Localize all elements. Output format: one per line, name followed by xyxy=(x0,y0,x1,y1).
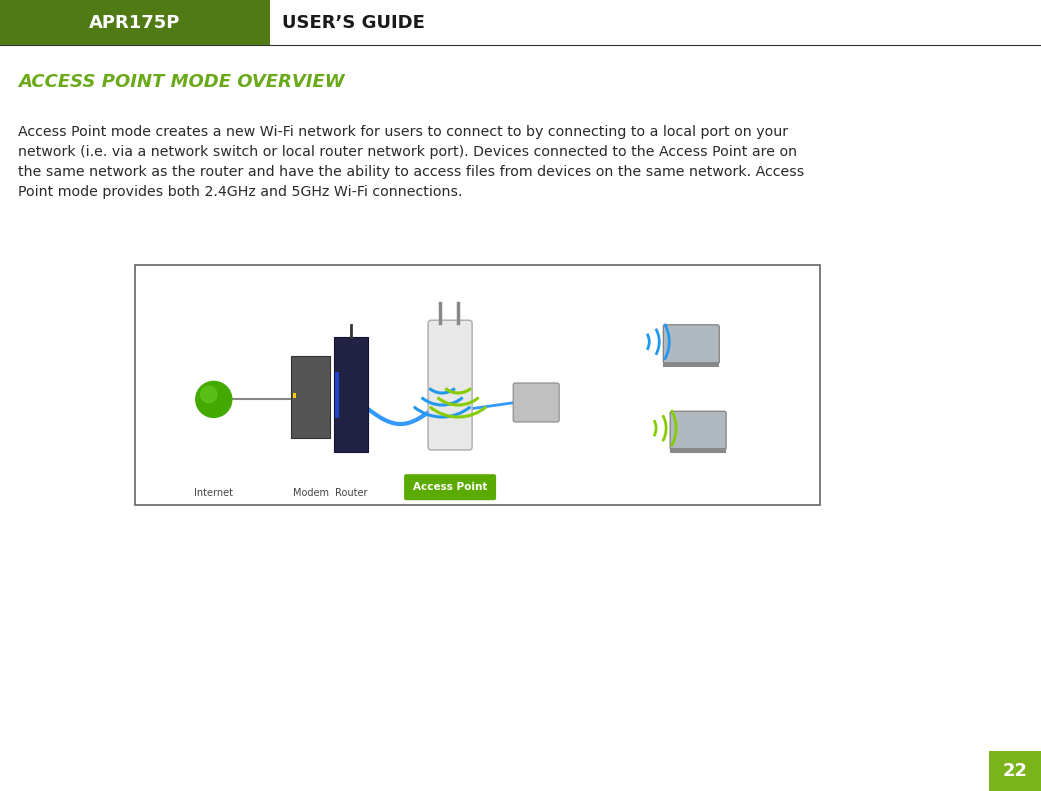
Bar xyxy=(334,372,338,418)
Bar xyxy=(294,393,297,398)
Bar xyxy=(670,448,727,453)
Text: Access Point mode creates a new Wi-Fi network for users to connect to by connect: Access Point mode creates a new Wi-Fi ne… xyxy=(18,125,805,199)
Text: 22: 22 xyxy=(1002,762,1027,780)
Bar xyxy=(135,265,820,505)
Bar xyxy=(0,0,270,45)
Text: Router: Router xyxy=(334,488,367,498)
Circle shape xyxy=(196,381,232,418)
Bar xyxy=(663,361,719,367)
Text: USER’S GUIDE: USER’S GUIDE xyxy=(282,13,425,32)
FancyBboxPatch shape xyxy=(663,325,719,364)
FancyBboxPatch shape xyxy=(404,474,497,500)
Bar xyxy=(989,751,1041,791)
Bar xyxy=(334,337,367,452)
FancyBboxPatch shape xyxy=(670,411,727,450)
FancyBboxPatch shape xyxy=(428,320,473,450)
Text: Internet: Internet xyxy=(195,488,233,498)
Text: Access Point: Access Point xyxy=(413,483,487,492)
FancyBboxPatch shape xyxy=(513,383,559,422)
Text: APR175P: APR175P xyxy=(90,13,181,32)
Text: Modem: Modem xyxy=(293,488,329,498)
Text: ACCESS POINT MODE OVERVIEW: ACCESS POINT MODE OVERVIEW xyxy=(18,73,345,91)
Bar xyxy=(291,356,330,437)
Circle shape xyxy=(201,386,217,403)
